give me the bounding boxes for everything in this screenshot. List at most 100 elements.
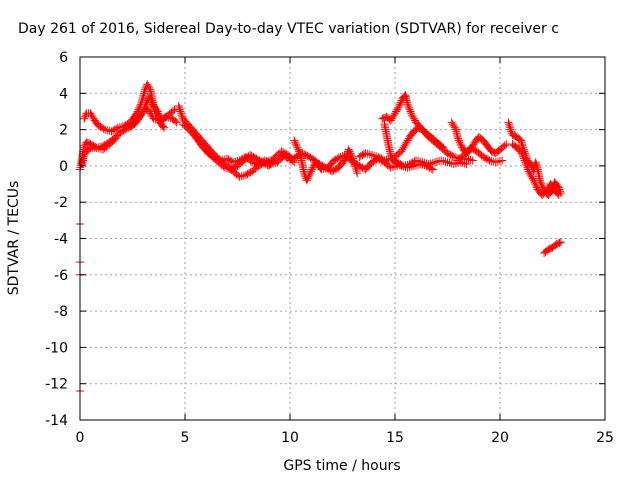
data-point <box>521 160 530 169</box>
data-point <box>498 156 507 165</box>
data-point <box>148 100 157 109</box>
data-point <box>437 142 446 151</box>
data-point <box>409 161 418 170</box>
data-point <box>454 134 462 143</box>
data-point <box>97 144 105 153</box>
data-point <box>403 163 412 172</box>
data-point <box>113 123 122 132</box>
data-point <box>308 163 317 172</box>
data-point <box>302 176 311 185</box>
data-point <box>449 152 458 161</box>
data-point <box>466 155 475 164</box>
data-point <box>101 125 110 134</box>
data-point <box>175 103 184 112</box>
data-point <box>220 163 229 172</box>
data-point <box>292 141 301 150</box>
data-point <box>519 152 528 161</box>
y-tick-label: 6 <box>59 50 68 66</box>
data-point <box>388 154 397 163</box>
data-point <box>418 160 427 169</box>
data-point <box>524 165 532 174</box>
y-tick-label: -10 <box>45 340 68 356</box>
data-point <box>521 158 530 167</box>
data-point <box>386 116 395 125</box>
data-point <box>518 141 527 150</box>
data-point <box>391 109 399 118</box>
data-point <box>304 172 313 181</box>
data-point <box>388 112 397 121</box>
data-point <box>505 121 514 130</box>
data-point <box>525 169 534 178</box>
data-point <box>154 109 163 118</box>
data-point <box>305 170 314 179</box>
data-point <box>290 138 299 147</box>
chart-title: Day 261 of 2016, Sidereal Day-to-day VTE… <box>18 21 559 37</box>
data-point <box>158 122 167 131</box>
data-point <box>110 136 119 145</box>
data-point <box>403 100 412 109</box>
data-point <box>152 106 161 115</box>
data-point <box>404 102 413 111</box>
data-point <box>468 156 477 165</box>
data-point <box>487 157 496 166</box>
data-point <box>145 92 154 101</box>
data-point <box>433 157 441 166</box>
y-tick-label: -2 <box>54 195 68 211</box>
data-point <box>140 103 149 112</box>
y-tick-label: -12 <box>45 377 68 393</box>
data-point <box>344 145 353 154</box>
data-point <box>177 109 186 118</box>
data-point <box>533 163 542 172</box>
data-point <box>145 83 154 92</box>
data-point <box>177 111 186 120</box>
data-point <box>485 156 494 165</box>
data-point <box>454 136 463 145</box>
y-tick-label: -8 <box>54 304 68 320</box>
data-point <box>532 183 541 192</box>
y-axis-label: SDTVAR / TECUs <box>6 181 22 296</box>
data-point <box>449 160 458 169</box>
data-point <box>398 145 407 154</box>
x-tick-label: 0 <box>76 430 85 446</box>
data-point <box>365 150 374 159</box>
data-point <box>319 164 328 173</box>
y-tick-label: -14 <box>45 413 68 429</box>
data-point <box>447 118 456 127</box>
data-point <box>526 170 535 179</box>
data-point <box>522 161 531 170</box>
data-point <box>88 112 97 121</box>
data-point <box>409 114 418 123</box>
data-point <box>363 149 372 158</box>
data-point <box>507 127 516 136</box>
data-point <box>543 185 552 194</box>
data-point <box>237 172 246 181</box>
data-point <box>115 123 124 132</box>
data-point <box>412 161 420 170</box>
data-point <box>160 123 168 132</box>
data-point <box>392 107 401 116</box>
data-point <box>293 143 302 152</box>
data-point <box>229 158 238 167</box>
data-point <box>483 155 492 164</box>
data-point <box>416 160 425 169</box>
data-point <box>449 121 458 130</box>
data-point <box>405 103 413 112</box>
data-point <box>174 102 183 111</box>
data-point <box>450 123 459 132</box>
data-point <box>352 167 361 176</box>
data-point <box>464 155 473 164</box>
data-point <box>443 158 452 167</box>
data-point <box>80 114 89 123</box>
data-point <box>111 134 120 143</box>
data-point <box>394 103 403 112</box>
data-point <box>138 96 147 105</box>
data-point <box>141 102 150 111</box>
data-point <box>493 157 502 166</box>
data-point <box>361 149 370 158</box>
data-point <box>555 238 564 247</box>
data-point <box>87 111 96 120</box>
data-point <box>388 163 397 172</box>
data-point <box>553 189 562 198</box>
data-point <box>138 93 147 102</box>
data-point <box>520 156 529 165</box>
